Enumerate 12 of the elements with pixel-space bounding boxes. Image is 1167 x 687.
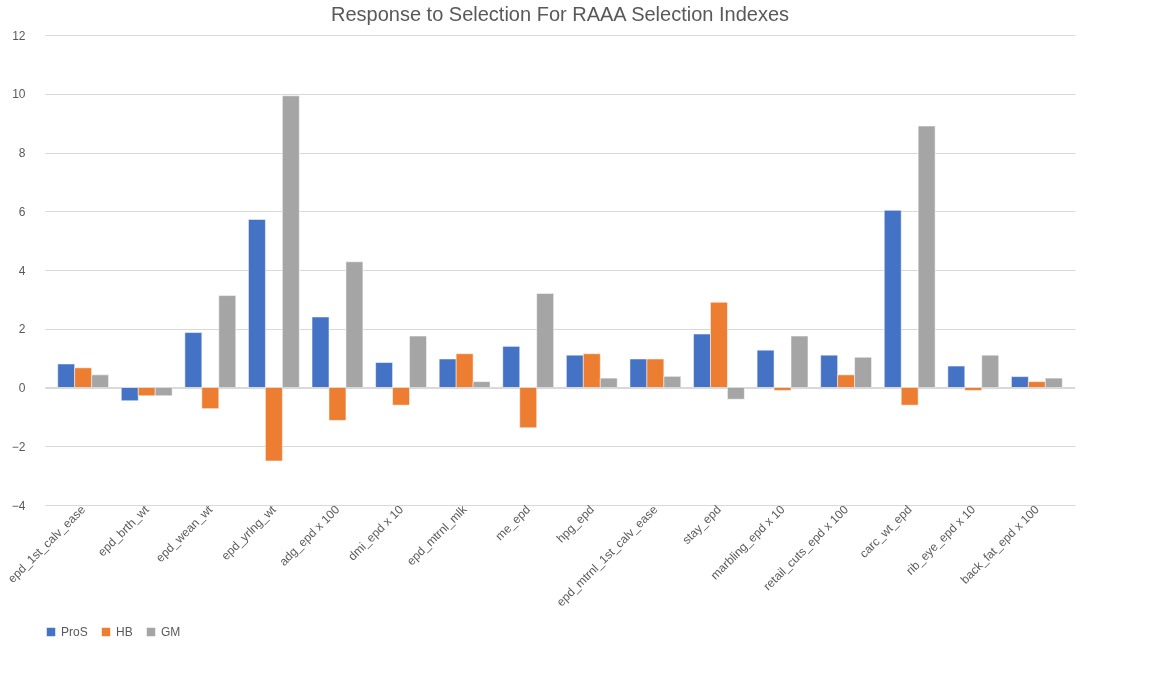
y-tick-label: 2	[18, 322, 26, 337]
y-tick-label: 6	[18, 204, 26, 219]
y-tick-label: 4	[18, 263, 26, 278]
y-tick-label: 8	[18, 146, 26, 160]
chart-title: Response to Selection For RAAA Selection Indexes	[330, 3, 790, 25]
y-tick-label: 0	[18, 381, 26, 395]
y-tick-label: 10	[12, 87, 26, 102]
legend-label: ProS	[61, 625, 88, 639]
y-tick-label: −2	[11, 439, 26, 454]
legend-label: HB	[116, 625, 133, 639]
y-tick-label: 12	[12, 28, 26, 43]
legend-label: GM	[161, 625, 181, 639]
